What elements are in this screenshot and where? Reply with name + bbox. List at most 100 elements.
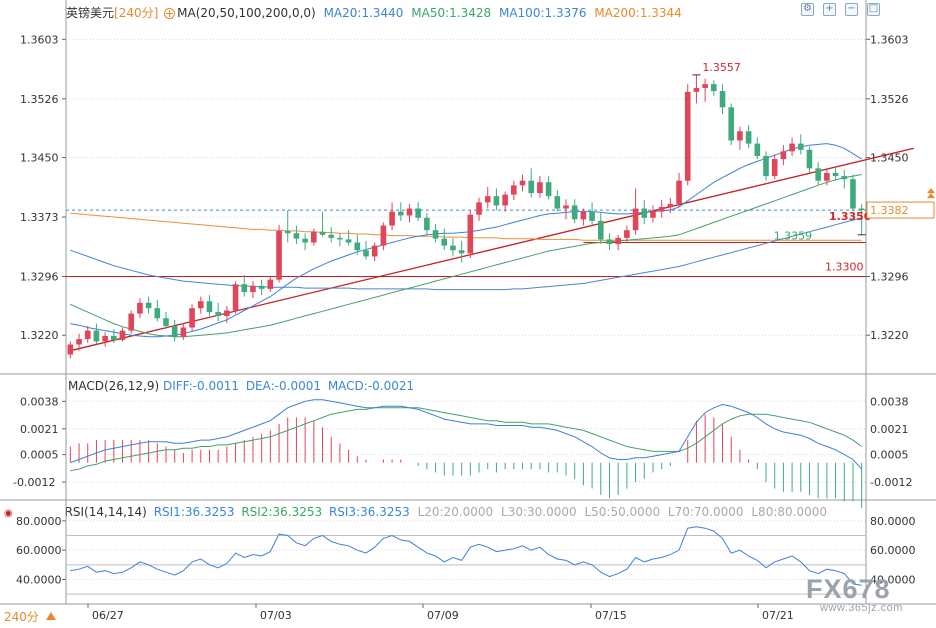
- settings-icon[interactable]: [164, 8, 176, 19]
- ma20-line: [70, 143, 862, 338]
- rsi-l70: L70:70.0000: [667, 505, 744, 519]
- rsi-l30: L30:30.0000: [501, 505, 577, 519]
- rsi-tick-label-right: 40.0000: [870, 573, 916, 586]
- macd-tick-label-left: 0.0005: [20, 449, 59, 462]
- candle-body: [597, 220, 604, 240]
- macd-diff-line: [70, 399, 863, 470]
- candle-body: [102, 336, 108, 342]
- candle-body: [797, 143, 804, 150]
- candle-body: [763, 155, 769, 177]
- candle-body: [337, 237, 343, 240]
- macd-tick-label-left: 0.0038: [20, 395, 59, 408]
- candle-body: [276, 230, 282, 280]
- candle-body: [354, 242, 361, 251]
- macd-tick-label-right: 0.0005: [870, 449, 909, 462]
- candle-body: [711, 84, 717, 92]
- rsi-settings-icon[interactable]: ◉: [4, 508, 13, 519]
- candle-body: [571, 205, 578, 220]
- zoom-out-icon[interactable]: −: [845, 3, 858, 16]
- ma50-value: MA50:1.3428: [411, 6, 492, 20]
- candle-body: [180, 327, 187, 337]
- candle-body: [137, 302, 143, 314]
- candle-body: [858, 208, 865, 211]
- candle-body: [519, 180, 526, 186]
- candle-body: [328, 234, 335, 238]
- ma50-line: [70, 174, 862, 338]
- rsi-tick-label-left: 60.0000: [16, 544, 62, 557]
- rsi-l50: L50:50.0000: [584, 505, 661, 519]
- candle-body: [589, 211, 595, 221]
- candle-body: [511, 185, 517, 195]
- candle-body: [250, 285, 256, 292]
- candle-body: [606, 239, 613, 245]
- date-label: 07/21: [762, 609, 794, 622]
- candle-body: [815, 168, 821, 181]
- chart-header: 英镑美元[240分] MA(20,50,100,200,0,0) MA20:1.…: [66, 4, 682, 21]
- level-label-2: 1.3359: [774, 230, 813, 243]
- watermark-brand: FX678: [806, 574, 891, 604]
- candle-body: [745, 131, 752, 144]
- candle-body: [197, 301, 204, 309]
- candle-body: [476, 202, 482, 215]
- ma100-value: MA100:1.3376: [498, 6, 587, 20]
- candle-body: [632, 208, 639, 231]
- candle-body: [458, 250, 465, 254]
- candle-body: [380, 225, 387, 246]
- candle-body: [789, 143, 795, 152]
- candle-body: [658, 206, 665, 212]
- candle-body: [363, 250, 369, 257]
- period-selector: 240分: [4, 610, 39, 624]
- candle-body: [319, 231, 326, 235]
- candle-body: [397, 211, 404, 216]
- macd-tick-label-right: 0.0021: [870, 423, 909, 436]
- rsi-header: ◉ RSI(14,14,14) RSI1:36.3253 RSI2:36.325…: [4, 505, 827, 519]
- symbol-name: 英镑美元: [66, 6, 115, 20]
- ma200-value: MA200:1.3344: [594, 6, 682, 20]
- candle-body: [145, 302, 152, 309]
- candle-body: [224, 310, 230, 316]
- current-price-label: 1.3382: [870, 204, 909, 217]
- candle-body: [93, 330, 100, 342]
- date-label: 07/09: [427, 609, 459, 622]
- candle-body: [771, 159, 778, 177]
- rsi-line: [70, 526, 862, 586]
- candle-body: [650, 211, 656, 218]
- price-tick-label-left: 1.3220: [20, 329, 59, 342]
- zoom-in-icon[interactable]: +: [823, 3, 836, 16]
- candle-body: [302, 238, 308, 243]
- rsi-tick-label-right: 80.0000: [870, 515, 916, 528]
- candle-body: [850, 179, 856, 209]
- candle-body: [258, 285, 265, 289]
- rsi-tick-label-right: 60.0000: [870, 544, 916, 557]
- period-badge[interactable]: [240分]: [114, 6, 159, 20]
- price-tick-label-right: 1.3526: [870, 93, 909, 106]
- high-label: 1.3557: [702, 61, 741, 74]
- macd-tick-label-left: 0.0021: [20, 423, 59, 436]
- settings-toolbar-icon[interactable]: ⚙: [801, 3, 814, 16]
- ma200-line: [70, 212, 862, 241]
- date-label: 06/27: [92, 609, 124, 622]
- candle-body: [406, 208, 413, 216]
- candle-body: [563, 205, 569, 209]
- price-tick-label-left: 1.3296: [20, 271, 59, 284]
- rsi-l20: L20:20.0000: [417, 505, 494, 519]
- candle-body: [345, 239, 352, 243]
- level-label-3: 1.3300: [825, 261, 864, 274]
- candle-body: [232, 284, 239, 311]
- fullscreen-icon[interactable]: □: [867, 3, 880, 16]
- candle-body: [293, 233, 300, 239]
- candle-body: [441, 238, 448, 246]
- macd-header: MACD(26,12,9) DIFF:-0.0011 DEA:-0.0001 M…: [68, 379, 414, 393]
- candle-body: [415, 208, 421, 218]
- price-tick-label-right: 1.3603: [870, 33, 909, 46]
- candle-body: [545, 182, 552, 197]
- candle-body: [528, 180, 535, 194]
- candle-body: [719, 91, 726, 108]
- candle-body: [267, 279, 274, 289]
- candle-body: [450, 245, 456, 251]
- candle-body: [641, 208, 648, 218]
- period-selector-arrow-icon: [46, 612, 56, 620]
- candle-body: [624, 230, 630, 238]
- candle-body: [484, 196, 491, 203]
